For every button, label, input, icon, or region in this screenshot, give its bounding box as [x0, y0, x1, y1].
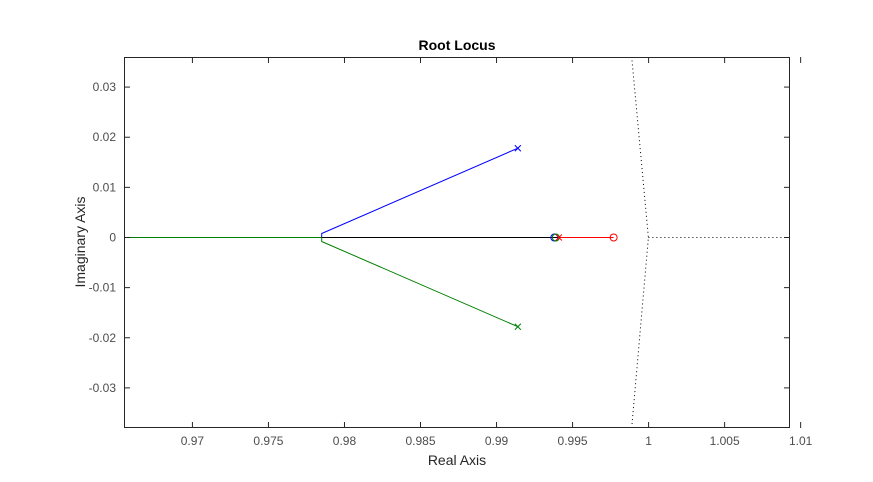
y-axis-title: Imaginary Axis	[72, 196, 88, 287]
x-tick-label: 0.985	[405, 434, 435, 448]
x-tick-label: 0.995	[558, 434, 588, 448]
x-tick-label: 0.975	[253, 434, 283, 448]
y-tick-label: 0.03	[93, 80, 117, 94]
plot-area-background	[124, 57, 790, 428]
x-tick-label: 0.98	[333, 434, 357, 448]
chart-title: Root Locus	[419, 37, 496, 53]
unit-circle-boundary	[631, 56, 649, 429]
pole-zero-markers	[514, 144, 618, 331]
locus-branch-1	[321, 147, 518, 237]
y-tick-label: -0.01	[89, 281, 117, 295]
x-axis-ticks: 0.97 0.975 0.98 0.985 0.99 0.995 1 1.005 1.01	[181, 57, 813, 448]
x-tick-label: 1.005	[710, 434, 740, 448]
pole-marker-stroke	[514, 144, 522, 152]
pole-marker	[555, 234, 563, 241]
x-tick-label: 1.01	[789, 434, 813, 448]
locus-branch-2	[124, 237, 518, 328]
y-axis-ticks: -0.03 -0.02 -0.01 0 0.01 0.02 0.03	[89, 80, 790, 395]
y-tick-label: 0.01	[93, 180, 117, 194]
y-tick-label: 0	[109, 230, 116, 244]
y-tick-label: 0.02	[93, 130, 117, 144]
pole-marker	[514, 144, 522, 152]
pole-marker-stroke	[555, 234, 563, 241]
y-tick-label: -0.02	[89, 331, 117, 345]
x-tick-label: 1	[645, 434, 652, 448]
y-tick-label: -0.03	[89, 381, 117, 395]
plot-area-frame	[124, 57, 790, 428]
zero-marker	[609, 233, 618, 242]
x-tick-label: 0.99	[485, 434, 509, 448]
x-tick-label: 0.97	[181, 434, 205, 448]
x-axis-title: Real Axis	[428, 452, 486, 468]
pole-marker	[514, 323, 522, 331]
locus-traces	[124, 56, 790, 429]
pole-marker-stroke	[514, 323, 522, 331]
